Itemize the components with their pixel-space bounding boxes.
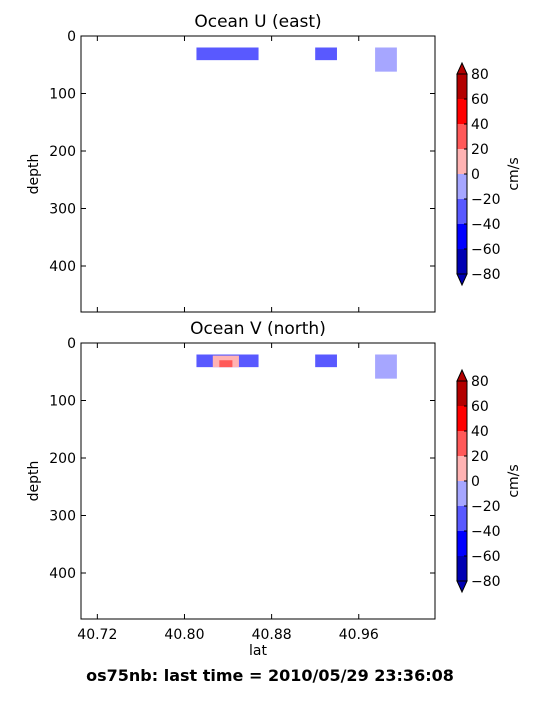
- colorbar-segment: [457, 124, 467, 149]
- plot-frame: [80, 342, 436, 620]
- colorbar-tick-label: −80: [471, 267, 501, 283]
- colorbar-segment: [457, 481, 467, 506]
- y-tick-label: 400: [49, 566, 76, 582]
- y-tick-label: 100: [49, 394, 76, 410]
- data-cell: [375, 47, 397, 72]
- colorbar-segment: [457, 456, 467, 481]
- y-tick-label: 300: [49, 202, 76, 218]
- y-tick-label: 0: [67, 336, 76, 352]
- y-axis-label: depth: [26, 154, 42, 195]
- colorbar-segment: [457, 174, 467, 199]
- y-tick-label: 200: [49, 451, 76, 467]
- plot-frame: [80, 35, 436, 313]
- y-tick-label: 200: [49, 144, 76, 160]
- panel-ocean-u: Ocean U (east)0100200300400depth80604020…: [26, 12, 522, 313]
- colorbar-segment: [457, 99, 467, 124]
- colorbar-tick-label: −40: [471, 524, 501, 540]
- data-cell: [219, 360, 233, 368]
- colorbar-tick-label: −60: [471, 549, 501, 565]
- colorbar-extend-bottom: [456, 580, 468, 594]
- colorbar-tick-label: 20: [471, 449, 489, 465]
- colorbar-tick-label: −20: [471, 499, 501, 515]
- colorbar-tick-label: 80: [471, 67, 489, 83]
- colorbar-segment: [457, 556, 467, 581]
- x-tick-label: 40.88: [252, 627, 292, 643]
- colorbar-tick-label: 40: [471, 424, 489, 440]
- colorbar-segment: [457, 149, 467, 174]
- colorbar-tick-label: 0: [471, 474, 480, 490]
- footer-timestamp: os75nb: last time = 2010/05/29 23:36:08: [86, 666, 454, 685]
- y-tick-label: 0: [67, 29, 76, 45]
- colorbar-tick-label: −20: [471, 192, 501, 208]
- x-axis-label: lat: [249, 643, 267, 659]
- colorbar-segment: [457, 249, 467, 274]
- chart-title: Ocean U (east): [194, 12, 321, 32]
- chart-title: Ocean V (north): [190, 319, 326, 339]
- data-cell: [315, 47, 337, 61]
- colorbar-extend-top: [456, 368, 468, 382]
- colorbar-segment: [457, 381, 467, 406]
- x-tick-label: 40.72: [77, 627, 117, 643]
- colorbar-segment: [457, 431, 467, 456]
- colorbar-tick-label: 0: [471, 167, 480, 183]
- colorbar-segment: [457, 406, 467, 431]
- colorbar-segment: [457, 531, 467, 556]
- colorbar-extend-top: [456, 61, 468, 75]
- colorbar-extend-bottom: [456, 273, 468, 287]
- y-tick-label: 100: [49, 87, 76, 103]
- plot-area: [81, 36, 435, 312]
- colorbar-tick-label: 60: [471, 399, 489, 415]
- colorbar-label: cm/s: [506, 464, 522, 497]
- colorbar-segment: [457, 199, 467, 224]
- y-tick-label: 300: [49, 509, 76, 525]
- data-cell: [196, 47, 259, 61]
- y-axis-label: depth: [26, 461, 42, 502]
- colorbar-tick-label: −60: [471, 242, 501, 258]
- colorbar-tick-label: 60: [471, 92, 489, 108]
- colorbar-tick-label: −80: [471, 574, 501, 590]
- colorbar-segment: [457, 506, 467, 531]
- data-cell: [375, 354, 397, 379]
- x-tick-label: 40.96: [339, 627, 379, 643]
- colorbar-tick-label: 80: [471, 374, 489, 390]
- colorbar-tick-label: 20: [471, 142, 489, 158]
- colorbar-label: cm/s: [506, 157, 522, 190]
- x-tick-label: 40.80: [164, 627, 204, 643]
- plot-area: [81, 343, 435, 619]
- y-tick-label: 400: [49, 259, 76, 275]
- colorbar-tick-label: 40: [471, 117, 489, 133]
- colorbar-segment: [457, 224, 467, 249]
- data-cell: [315, 354, 337, 368]
- colorbar-tick-label: −40: [471, 217, 501, 233]
- colorbar-segment: [457, 74, 467, 99]
